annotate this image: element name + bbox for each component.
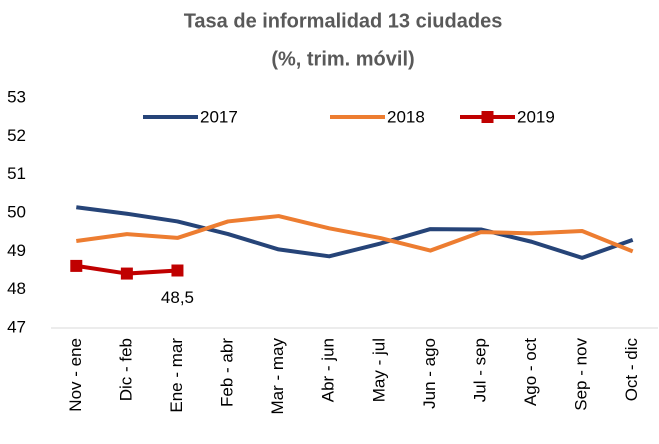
- legend-label: 2019: [517, 107, 555, 126]
- x-tick-label: May - jul: [369, 338, 388, 402]
- x-tick-label: Feb - abr: [218, 338, 237, 407]
- y-tick-label: 47: [7, 317, 26, 336]
- y-tick-label: 53: [7, 87, 26, 106]
- x-tick-label: Jul - sep: [470, 338, 489, 402]
- legend-marker: [481, 111, 494, 123]
- point-marker: [70, 259, 83, 272]
- line-series: [76, 214, 634, 254]
- x-tick-label: Nov - ene: [66, 338, 85, 412]
- x-tick-label: Sep - nov: [572, 338, 591, 411]
- legend-label: 2017: [200, 107, 238, 126]
- x-tick-label: Abr - jun: [319, 338, 338, 402]
- x-tick-label: Ene - mar: [167, 338, 186, 413]
- point-marker: [120, 267, 133, 280]
- y-tick-label: 51: [7, 164, 26, 183]
- y-tick-label: 48: [7, 279, 26, 298]
- chart-title: Tasa de informalidad 13 ciudades: [184, 10, 503, 32]
- y-tick-label: 49: [7, 241, 26, 260]
- x-tick-label: Jun - ago: [420, 338, 439, 409]
- y-tick-label: 52: [7, 126, 26, 145]
- x-tick-label: Mar - may: [268, 338, 287, 415]
- chart-title: (%, trim. móvil): [271, 48, 414, 70]
- x-tick-label: Oct - dic: [622, 338, 641, 402]
- x-tick-label: Dic - feb: [116, 338, 135, 401]
- data-label: 48,5: [161, 288, 194, 307]
- legend-label: 2018: [387, 107, 425, 126]
- y-tick-label: 50: [7, 202, 26, 221]
- x-tick-label: Ago - oct: [521, 338, 540, 406]
- point-marker: [171, 264, 184, 277]
- line-series: [76, 205, 634, 260]
